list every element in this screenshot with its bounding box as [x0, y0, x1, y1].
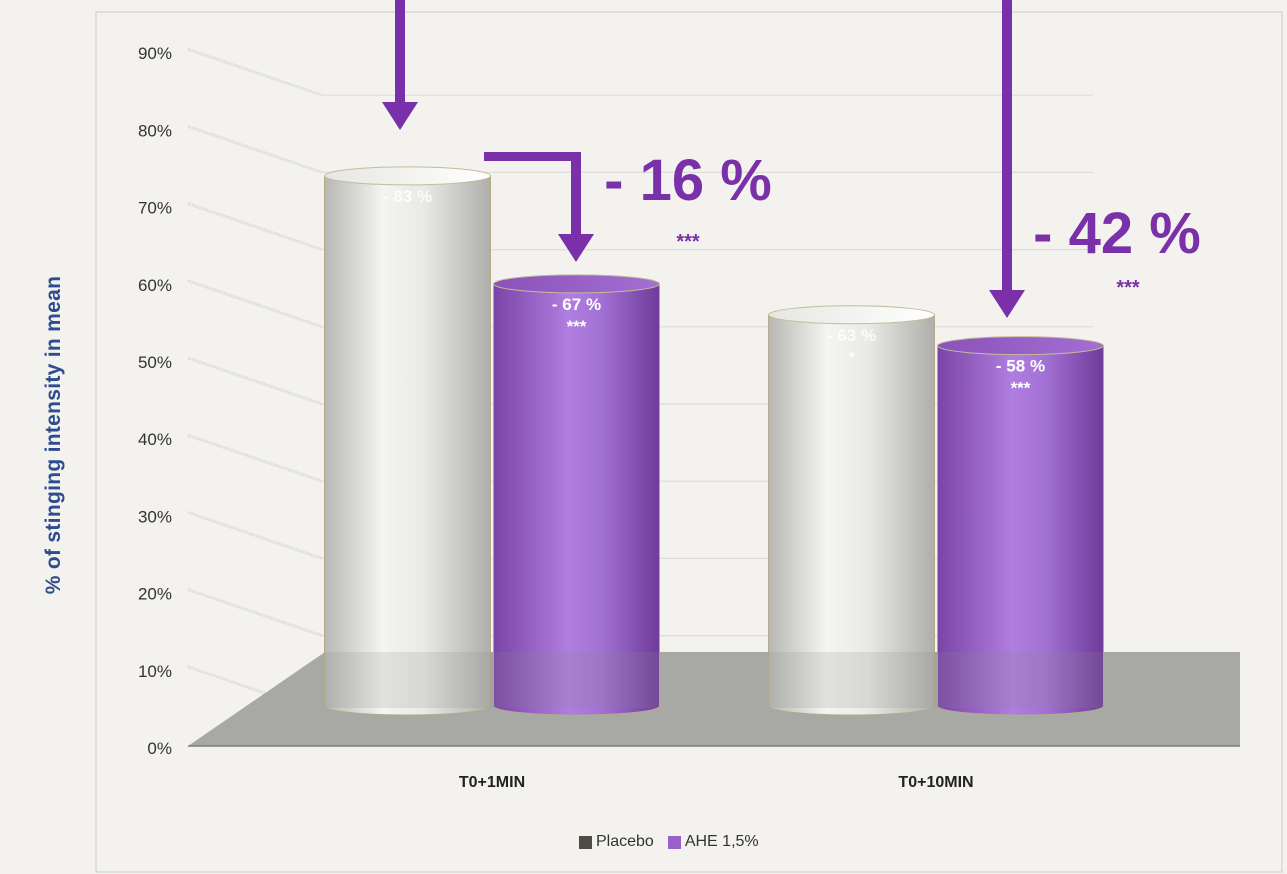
arrow-connector: [484, 152, 580, 161]
legend-label-ahe: AHE 1,5%: [684, 833, 759, 850]
bar-ahe: [937, 345, 1104, 716]
x-tick-label: T0+1MIN: [459, 774, 525, 791]
wall-gridline: [187, 47, 323, 97]
data-label: - 58 %: [996, 357, 1045, 376]
annotation-significance: ***: [676, 231, 700, 253]
data-label: - 67 %: [552, 295, 601, 314]
y-tick-label: 90%: [138, 44, 172, 63]
x-tick-label: T0+10MIN: [898, 774, 973, 791]
bar-placebo: [768, 314, 935, 716]
annotation-value: - 42 %: [1033, 201, 1201, 266]
arrow-ahe-1min-head: [558, 234, 594, 262]
y-tick-label: 70%: [138, 199, 172, 218]
bar-ahe-top: [937, 336, 1104, 356]
significance-label: ***: [1011, 379, 1031, 398]
arrow-ahe-10min-head: [989, 290, 1025, 318]
arrow-ahe-10min: [1002, 0, 1012, 292]
wall-gridline: [187, 356, 323, 406]
wall-gridline: [187, 124, 323, 174]
bar-ahe-top: [493, 274, 660, 294]
legend-swatch-placebo: [579, 835, 592, 849]
arrow-ahe-1min: [571, 152, 581, 236]
wall-gridline: [187, 510, 323, 560]
y-tick-label: 50%: [138, 353, 172, 372]
arrow-placebo-1min: [395, 0, 405, 104]
floor-overlay: [768, 652, 1104, 708]
y-tick-label: 10%: [138, 662, 172, 681]
y-tick-label: 80%: [138, 121, 172, 140]
wall-gridline: [187, 433, 323, 483]
data-label: - 83 %: [383, 187, 432, 206]
wall-gridline: [187, 588, 323, 638]
y-tick-label: 40%: [138, 430, 172, 449]
legend-item-placebo: Placebo: [579, 833, 654, 851]
bar-placebo-top: [324, 166, 491, 186]
y-tick-label: 60%: [138, 276, 172, 295]
legend: Placebo AHE 1,5%: [579, 833, 759, 851]
legend-item-ahe: AHE 1,5%: [667, 833, 759, 851]
legend-swatch-ahe: [667, 835, 681, 849]
data-label: - 63 %: [827, 326, 876, 345]
floor-overlay: [324, 652, 660, 708]
bar-ahe: [493, 283, 660, 716]
arrow-placebo-1min-head: [382, 102, 418, 130]
y-tick-label: 30%: [138, 507, 172, 526]
annotation-value: - 16 %: [604, 148, 772, 213]
plot-frame: [95, 11, 1283, 873]
wall-gridline: [187, 279, 323, 329]
significance-label: *: [848, 348, 855, 367]
bar-placebo-top: [768, 305, 935, 325]
y-axis-title: % of stinging intensity in mean: [42, 275, 65, 595]
annotation-significance: ***: [1116, 277, 1140, 299]
legend-label-placebo: Placebo: [596, 833, 654, 850]
y-tick-label: 0%: [147, 739, 172, 758]
y-tick-label: 20%: [138, 585, 172, 604]
wall-gridline: [187, 202, 323, 252]
bar-placebo: [324, 175, 491, 716]
significance-label: ***: [567, 317, 587, 336]
